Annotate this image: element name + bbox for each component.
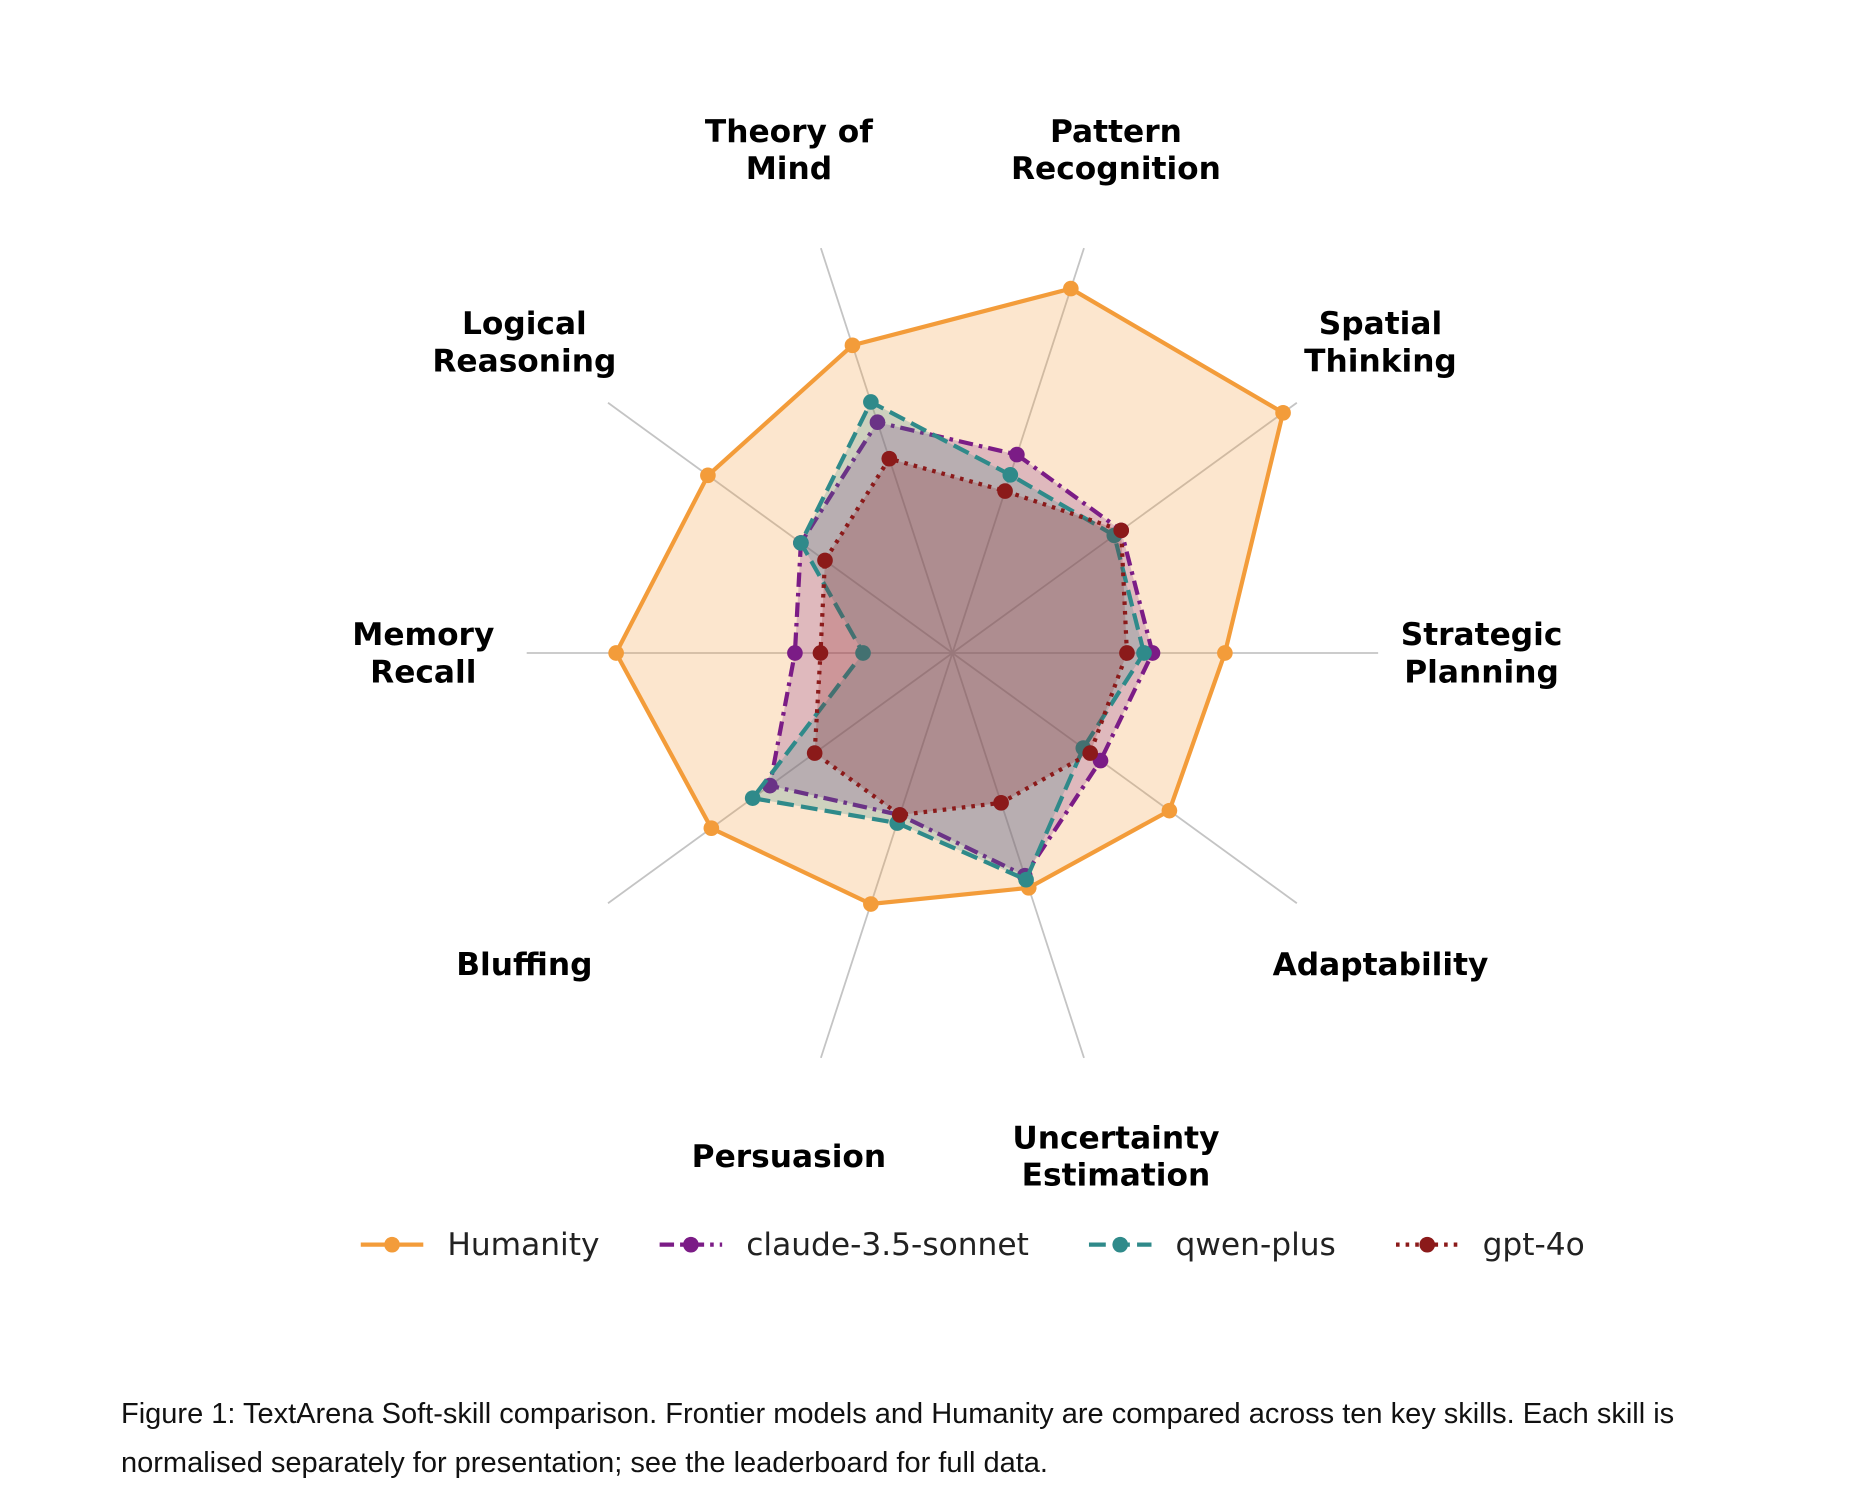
data-point [1082, 745, 1099, 761]
data-point [817, 552, 833, 569]
axis-label: Bluffing [456, 947, 592, 983]
spoke [951, 652, 1085, 1059]
data-point [844, 337, 861, 354]
data-point [1161, 802, 1178, 819]
series-area [769, 422, 1153, 876]
data-point [1119, 645, 1135, 661]
series-area [814, 458, 1127, 815]
data-point [863, 896, 879, 912]
data-point [1275, 404, 1291, 421]
axis-label: Strategic Planning [1401, 617, 1563, 690]
legend-marker [683, 1236, 699, 1253]
data-point [703, 820, 720, 836]
data-point [1002, 467, 1019, 483]
data-point [793, 535, 809, 551]
legend-marker [384, 1236, 400, 1253]
legend-label: gpt-4o [1483, 1227, 1585, 1263]
axis-label: Uncertainty Estimation [1012, 1120, 1219, 1193]
axis-label: Theory of Mind [705, 114, 873, 187]
caption: Figure 1: TextArena Soft-skill compariso… [121, 1398, 1675, 1479]
data-point [1113, 522, 1130, 539]
data-point [1009, 446, 1025, 463]
data-point [1217, 645, 1233, 661]
spoke [607, 652, 953, 904]
spoke [951, 652, 1298, 904]
data-point [855, 645, 871, 661]
data-point [1063, 280, 1079, 297]
data-point [787, 645, 803, 661]
series-area [616, 288, 1284, 904]
axis-label: Spatial Thinking [1304, 306, 1457, 379]
axis-label: Adaptability [1273, 947, 1489, 983]
data-point [993, 794, 1009, 811]
data-point [891, 807, 908, 823]
data-point [744, 790, 761, 806]
data-point [863, 394, 879, 410]
data-point [997, 483, 1013, 499]
data-point [1018, 871, 1034, 888]
spoke [607, 402, 953, 654]
data-point [881, 450, 898, 467]
axis-label: Logical Reasoning [432, 306, 616, 379]
axis-label: Persuasion [692, 1139, 886, 1175]
data-point [812, 645, 829, 661]
spoke [820, 247, 954, 654]
spoke [820, 652, 954, 1059]
legend-label: qwen-plus [1176, 1227, 1336, 1263]
data-point [869, 414, 886, 431]
legend-marker [1419, 1236, 1436, 1253]
data-point [700, 467, 716, 484]
legend-label: claude-3.5-sonnet [746, 1227, 1029, 1263]
legend-label: Humanity [447, 1227, 599, 1263]
series-area [752, 402, 1144, 880]
axis-label: Memory Recall [352, 617, 494, 690]
axis-label: Pattern Recognition [1011, 114, 1221, 187]
data-point [608, 645, 624, 661]
data-point [1136, 645, 1152, 661]
data-point [806, 745, 823, 761]
legend-marker [1112, 1236, 1129, 1253]
